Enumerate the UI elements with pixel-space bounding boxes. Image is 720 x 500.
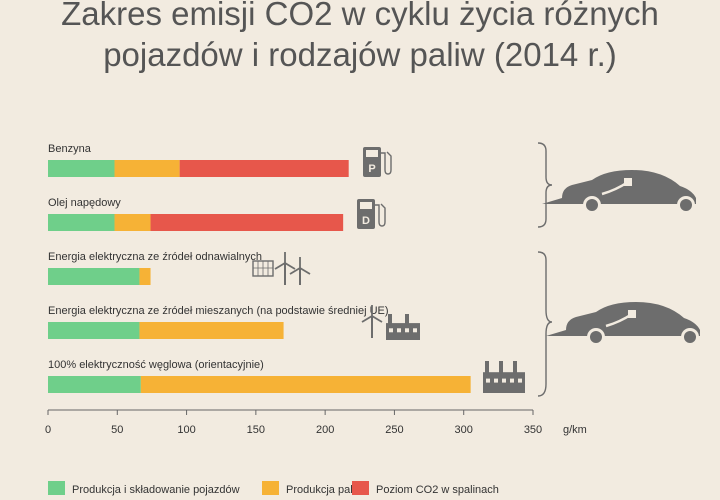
car-wheel <box>684 331 696 343</box>
petrol-pump-p-icon: P <box>363 147 392 177</box>
factory-chimney <box>513 361 517 374</box>
bar-segment <box>48 376 141 393</box>
electric-car-icon <box>546 302 700 346</box>
legend: Produkcja i składowanie pojazdów Produkcj… <box>48 481 499 496</box>
car-wheel <box>680 199 692 211</box>
legend-item: Produkcja paliw <box>262 481 363 496</box>
bar-segment <box>179 160 349 177</box>
bar-segment <box>140 376 471 393</box>
pump-hose <box>375 203 386 227</box>
bracket-electric <box>537 251 553 397</box>
solar-panel <box>252 260 274 277</box>
x-tick-label: 150 <box>247 424 265 436</box>
turbine-blade <box>299 267 311 275</box>
wind-factory-icon <box>361 305 420 340</box>
turbine-blade <box>289 267 301 275</box>
icons-group: PD <box>252 142 700 397</box>
turbine-blade <box>284 262 296 270</box>
bar-segment <box>114 160 180 177</box>
factory-window <box>494 378 498 383</box>
factory-icon <box>483 361 525 393</box>
bar-row: Olej napędowy <box>48 197 344 231</box>
category-label: Benzyna <box>48 143 92 155</box>
legend-swatch <box>262 481 279 495</box>
legend-swatch <box>352 481 369 495</box>
title: Zakres emisji CO2 w cyklu życia różnych … <box>61 0 659 73</box>
factory-window <box>510 378 514 383</box>
factory-window <box>486 378 490 383</box>
x-tick-label: 200 <box>316 424 334 436</box>
car-wheel <box>590 331 602 343</box>
bars-group: Benzyna Olej napędowy Energia elektryczna … <box>48 143 471 393</box>
pump-window <box>360 202 372 209</box>
factory-window <box>413 328 417 333</box>
category-label: Energia elektryczna ze źródeł odnawialny… <box>48 251 262 263</box>
title-line-2: pojazdów i rodzajów paliw (2014 r.) <box>103 36 617 73</box>
x-tick-label: 250 <box>385 424 403 436</box>
combustion-car-icon <box>542 170 696 214</box>
bar-segment <box>114 214 151 231</box>
bar-segment <box>48 268 140 285</box>
turbine-blade <box>274 262 286 270</box>
factory-chimney <box>388 314 392 325</box>
factory-window <box>502 378 506 383</box>
legend-label: Produkcja i składowanie pojazdów <box>72 484 240 496</box>
legend-item: Produkcja i składowanie pojazdów <box>48 481 240 496</box>
bar-segment <box>139 268 151 285</box>
factory-window <box>397 328 401 333</box>
category-label: Energia elektryczna ze źródeł mieszanych… <box>48 305 389 317</box>
x-tick-label: 300 <box>455 424 473 436</box>
legend-item: Poziom CO2 w spalinach <box>352 481 499 496</box>
category-label: 100% elektryczność węglowa (orientacyjni… <box>48 359 264 371</box>
legend-swatch <box>48 481 65 495</box>
factory-shape <box>386 314 420 340</box>
factory-chimney <box>499 361 503 374</box>
title-line-1: Zakres emisji CO2 w cyklu życia różnych <box>61 0 659 32</box>
solar-wind-icon <box>252 252 311 285</box>
bracket-combustion <box>537 142 553 228</box>
x-axis-unit: g/km <box>563 424 587 436</box>
x-axis: 0 50 100 150 200 250 300 350 g/km <box>45 409 587 436</box>
bar-segment <box>48 160 115 177</box>
pump-hose <box>381 151 392 175</box>
bar-segment <box>48 214 115 231</box>
factory-window <box>405 328 409 333</box>
plug-head <box>628 310 636 318</box>
pump-letter: D <box>362 215 370 227</box>
x-tick-label: 100 <box>177 424 195 436</box>
turbine-blade <box>371 315 383 323</box>
factory-chimney <box>405 314 409 325</box>
bar-row: Benzyna <box>48 143 349 177</box>
plug-head <box>624 178 632 186</box>
bar-segment <box>48 322 140 339</box>
legend-label: Produkcja paliw <box>286 484 363 496</box>
bar-row: Energia elektryczna ze źródeł odnawialny… <box>48 251 262 285</box>
factory-body <box>386 323 420 340</box>
bar-row: 100% elektryczność węglowa (orientacyjni… <box>48 359 471 393</box>
category-label: Olej napędowy <box>48 197 121 209</box>
x-tick-label: 50 <box>111 424 123 436</box>
pump-window <box>366 150 378 157</box>
factory-chimney <box>485 361 489 374</box>
factory-window <box>389 328 393 333</box>
bar-row: Energia elektryczna ze źródeł mieszanych… <box>48 305 389 339</box>
x-tick-label: 350 <box>524 424 542 436</box>
factory-window <box>518 378 522 383</box>
diesel-pump-d-icon: D <box>357 199 386 229</box>
bar-segment <box>150 214 344 231</box>
turbine-blade <box>361 315 373 323</box>
x-tick-label: 0 <box>45 424 51 436</box>
pump-letter: P <box>368 163 375 175</box>
car-wheel <box>586 199 598 211</box>
factory-shape <box>483 361 525 393</box>
bar-segment <box>139 322 284 339</box>
legend-label: Poziom CO2 w spalinach <box>376 484 499 496</box>
